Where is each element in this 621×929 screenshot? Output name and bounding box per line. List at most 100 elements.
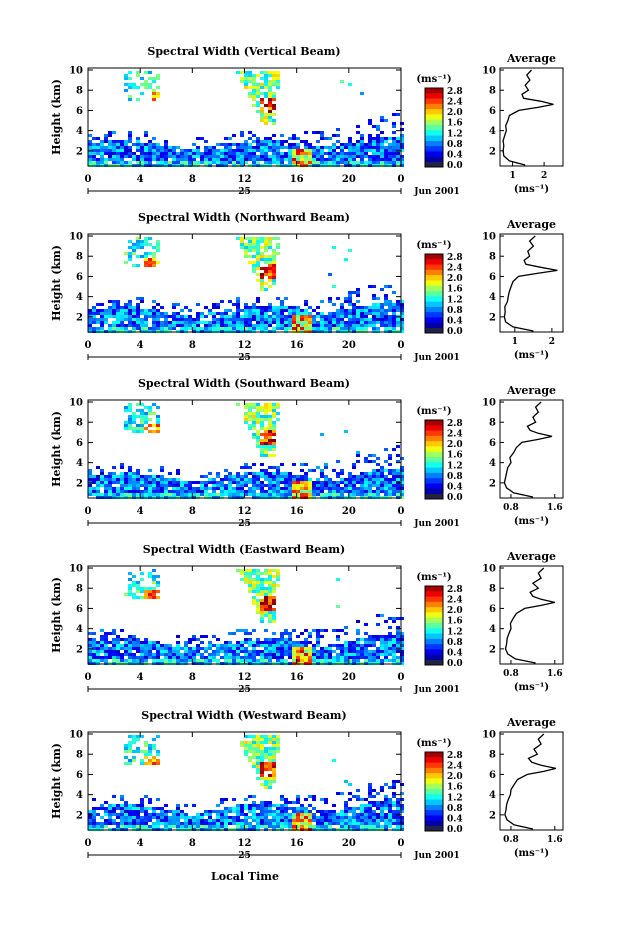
heatmap-cell (192, 324, 196, 327)
heatmap-cell (168, 481, 172, 484)
heatmap-cell (136, 255, 140, 258)
heatmap-cell (400, 143, 404, 146)
heatmap-cell (300, 822, 304, 825)
heatmap-cell (124, 83, 128, 86)
heatmap-cell (288, 309, 292, 312)
heatmap-cell (128, 807, 132, 810)
heatmap-cell (296, 327, 300, 330)
heatmap-cell (248, 822, 252, 825)
heatmap-cell (168, 656, 172, 659)
heatmap-cell (128, 822, 132, 825)
heatmap-cell (248, 810, 252, 813)
heatmap-cell (136, 403, 140, 406)
heatmap-cell (132, 484, 136, 487)
heatmap-cell (388, 632, 392, 635)
heatmap-cell (120, 152, 124, 155)
heatmap-cell (372, 294, 376, 297)
heatmap-cell (304, 300, 308, 303)
heatmap-cell (256, 478, 260, 481)
heatmap-cell (272, 768, 276, 771)
heatmap-cell (268, 620, 272, 623)
heatmap-cell (312, 318, 316, 321)
heatmap-cell (100, 659, 104, 662)
heatmap-cell (380, 288, 384, 291)
heatmap-cell (360, 143, 364, 146)
heatmap-cell (328, 825, 332, 828)
heatmap-cell (364, 143, 368, 146)
heatmap-cell (160, 149, 164, 152)
heatmap-cell (256, 575, 260, 578)
heatmap-cell (252, 95, 256, 98)
heatmap-cell (148, 747, 152, 750)
heatmap-cell (164, 810, 168, 813)
heatmap-cell (260, 469, 264, 472)
heatmap-cell (96, 321, 100, 324)
heatmap-cell (260, 765, 264, 768)
heatmap-cell (140, 92, 144, 95)
heatmap-cell (376, 146, 380, 149)
heatmap-cell (264, 155, 268, 158)
heatmap-cell (276, 575, 280, 578)
heatmap-cell (252, 86, 256, 89)
heatmap-cell (252, 810, 256, 813)
heatmap-cell (92, 327, 96, 330)
heatmap-cell (140, 822, 144, 825)
heatmap-cell (296, 798, 300, 801)
heatmap-cell (152, 315, 156, 318)
heatmap-cell (104, 641, 108, 644)
heatmap-cell (252, 427, 256, 430)
heatmap-cell (316, 638, 320, 641)
heatmap-cell (244, 155, 248, 158)
heatmap-cell (324, 321, 328, 324)
heatmap-cell (176, 487, 180, 490)
heatmap-cell (132, 158, 136, 161)
heatmap-cell (264, 599, 268, 602)
heatmap-cell (292, 327, 296, 330)
heatmap-cell (116, 659, 120, 662)
heatmap-cell (128, 77, 132, 80)
heatmap-cell (396, 324, 400, 327)
heatmap-cell (264, 614, 268, 617)
heatmap-cell (256, 249, 260, 252)
heatmap-cell (332, 650, 336, 653)
heatmap-cell (272, 819, 276, 822)
heatmap-cell (88, 478, 92, 481)
heatmap-cell (316, 152, 320, 155)
heatmap-cell (380, 315, 384, 318)
heatmap-cell (332, 487, 336, 490)
heatmap-cell (236, 403, 240, 406)
heatmap-cell (272, 644, 276, 647)
colorbar-frame (424, 585, 444, 666)
heatmap-cell (316, 825, 320, 828)
heatmap-cell (140, 647, 144, 650)
heatmap-cell (140, 798, 144, 801)
heatmap-cell (92, 137, 96, 140)
heatmap-cell (380, 644, 384, 647)
heatmap-cell (272, 92, 276, 95)
heatmap-cell (308, 143, 312, 146)
heatmap-cell (232, 155, 236, 158)
heatmap-cell (276, 650, 280, 653)
heatmap-cell (256, 771, 260, 774)
heatmap-cell (336, 318, 340, 321)
heatmap-cell (232, 487, 236, 490)
heatmap-cell (392, 155, 396, 158)
heatmap-cell (292, 134, 296, 137)
heatmap-cell (156, 312, 160, 315)
heatmap-cell (248, 137, 252, 140)
heatmap-cell (92, 638, 96, 641)
heatmap-cell (212, 315, 216, 318)
colorbar-tick-label: 0.0 (447, 659, 463, 669)
average-frame (499, 565, 564, 665)
colorbar-swatch (425, 483, 443, 490)
heatmap-cell (212, 324, 216, 327)
heatmap-cell (188, 816, 192, 819)
heatmap-cell (384, 481, 388, 484)
heatmap-cell (236, 327, 240, 330)
colorbar-tick-label: 2.8 (447, 87, 463, 97)
heatmap-cell (160, 816, 164, 819)
heatmap-cell (292, 143, 296, 146)
heatmap-cell (228, 490, 232, 493)
heatmap-cell (120, 312, 124, 315)
heatmap-cell (264, 484, 268, 487)
